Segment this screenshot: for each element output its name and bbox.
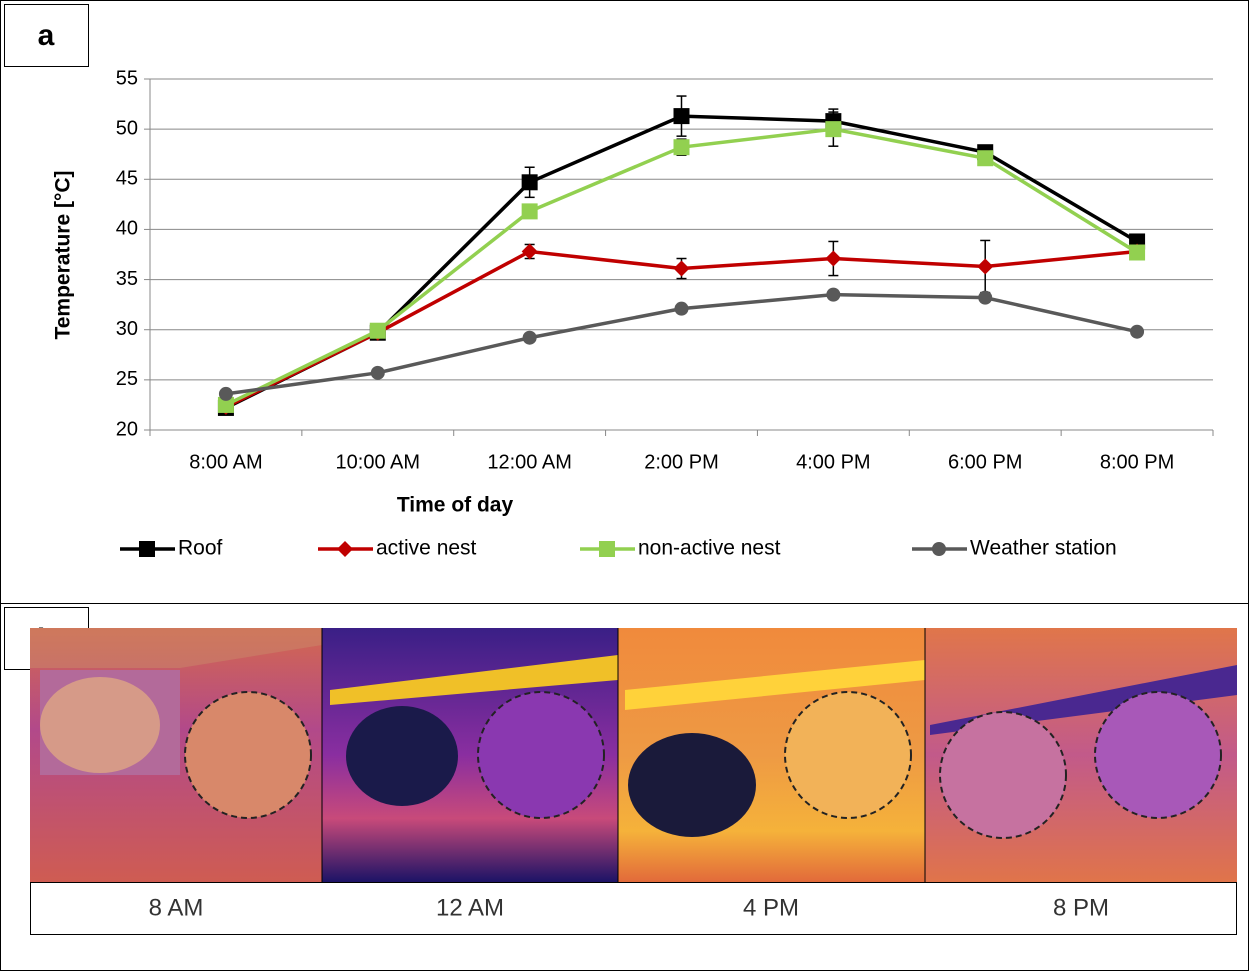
data-point <box>673 260 690 277</box>
data-point <box>978 290 993 305</box>
data-point <box>1130 324 1145 339</box>
data-point <box>369 322 386 339</box>
y-tick-label: 45 <box>116 168 138 190</box>
caption-strip <box>30 882 1237 935</box>
x-tick-label: 2:00 PM <box>644 451 718 473</box>
data-point <box>217 396 234 413</box>
data-point <box>673 139 690 156</box>
data-point <box>673 108 690 125</box>
x-tick-label: 4:00 PM <box>796 451 870 473</box>
legend-item: active nest <box>318 537 477 560</box>
data-point <box>825 250 842 267</box>
legend-label: active nest <box>376 537 477 560</box>
nest-circle <box>1094 691 1222 819</box>
x-tick-label: 12:00 AM <box>487 451 572 473</box>
legend-item: non-active nest <box>580 537 781 560</box>
x-tick-label: 10:00 AM <box>336 451 421 473</box>
data-point <box>370 365 385 380</box>
data-point <box>977 258 994 275</box>
data-point <box>521 243 538 260</box>
y-axis-title: Temperature [°C] <box>52 170 75 339</box>
image-caption: 8 AM <box>149 894 204 921</box>
plot: 20 25 30 35 40 45 50 55 8:00 AM 10:00 AM 12:00 AM 2… <box>116 67 1214 560</box>
data-point <box>977 150 994 167</box>
data-point <box>522 330 537 345</box>
data-point <box>218 386 233 401</box>
data-point <box>521 203 538 220</box>
legend-marker <box>139 541 155 557</box>
legend-label: Roof <box>178 537 223 560</box>
y-tick-label: 50 <box>116 117 138 139</box>
y-tick-label: 35 <box>116 268 138 290</box>
panel-label-box <box>4 4 89 67</box>
panel-label: a <box>38 19 55 52</box>
thermal-images: 8 AM 12 AM 4 PM 8 PM <box>30 628 1237 935</box>
x-tick-label: 8:00 AM <box>189 451 262 473</box>
legend-marker <box>599 541 615 557</box>
legend-item: Weather station <box>912 537 1117 560</box>
legend-label: non-active nest <box>638 537 781 560</box>
legend-label: Weather station <box>970 537 1117 560</box>
legend-item: Roof <box>120 537 223 560</box>
y-tick-label: 20 <box>116 418 138 440</box>
y-tick-label: 30 <box>116 318 138 340</box>
image-caption: 4 PM <box>743 894 799 921</box>
x-tick-label: 8:00 PM <box>1100 451 1174 473</box>
nest-circle <box>784 691 912 819</box>
x-tick-label: 6:00 PM <box>948 451 1022 473</box>
legend-marker <box>932 542 946 556</box>
panel-a-frame <box>0 0 1249 604</box>
image-caption: 12 AM <box>436 894 504 921</box>
data-point <box>674 301 689 316</box>
y-tick-label: 55 <box>116 67 138 89</box>
nest-circle <box>939 711 1067 839</box>
image-caption: 8 PM <box>1053 894 1109 921</box>
y-tick-label: 40 <box>116 218 138 240</box>
legend-marker <box>337 541 353 557</box>
nest-circle <box>477 691 605 819</box>
y-tick-label: 25 <box>116 368 138 390</box>
data-point <box>826 287 841 302</box>
data-point <box>521 174 538 191</box>
x-axis-title: Time of day <box>397 494 514 517</box>
nest-circle <box>184 691 312 819</box>
data-point <box>1129 244 1146 261</box>
data-point <box>825 121 842 138</box>
